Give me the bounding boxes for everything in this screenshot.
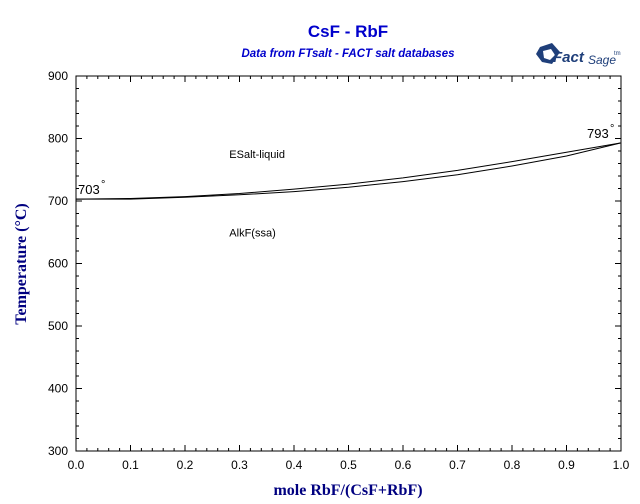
logo-sage-text: Sage (588, 53, 616, 67)
liquidus-line (75, 142, 622, 200)
x-tick-label: 0.8 (504, 458, 521, 472)
x-tick-label: 0.2 (177, 458, 194, 472)
y-tick-label: 400 (48, 382, 68, 396)
degree-symbol: ° (101, 179, 105, 191)
y-tick-label: 800 (48, 132, 68, 146)
series-layer (75, 142, 622, 200)
logo-fact-text: Fact (553, 49, 585, 66)
x-tick-label: 0.6 (395, 458, 412, 472)
y-tick-label: 300 (48, 444, 68, 458)
factsage-logo: Fact Sage tm (536, 43, 621, 67)
x-tick-label: 0.4 (286, 458, 303, 472)
y-tick-label: 900 (48, 69, 68, 83)
degree-symbol: ° (610, 123, 614, 135)
x-tick-label: 1.0 (613, 458, 630, 472)
chart-subtitle: Data from FTsalt - FACT salt databases (241, 48, 454, 60)
y-tick-label: 700 (48, 194, 68, 208)
plot-frame (75, 75, 622, 452)
x-axis-ticks: 0.0 0.1 0.2 0.3 0.4 0.5 0.6 0.7 0.8 0.9 1.0 (68, 76, 630, 472)
x-tick-label: 0.7 (449, 458, 466, 472)
x-axis-label: mole RbF/(CsF+RbF) (273, 482, 422, 499)
phase-region-label: AlkF(ssa) (229, 227, 275, 239)
y-tick-label: 500 (48, 319, 68, 333)
x-tick-label: 0.3 (231, 458, 248, 472)
phase-region-label: ESalt-liquid (229, 149, 285, 161)
logo-tm-text: tm (614, 51, 621, 57)
temperature-marker-label: 793 (587, 126, 609, 141)
y-axis-label: Temperature (°C) (13, 203, 30, 324)
temperature-marker-label: 703 (78, 182, 100, 197)
solidus-line (76, 142, 622, 200)
x-tick-label: 0.0 (68, 458, 85, 472)
y-axis-ticks: 300 400 500 600 700 800 900 (48, 69, 621, 458)
y-tick-label: 600 (48, 257, 68, 271)
chart-title: CsF - RbF (308, 22, 388, 41)
x-tick-label: 0.5 (340, 458, 357, 472)
factsage-logo-mark (536, 43, 560, 64)
x-tick-label: 0.9 (558, 458, 575, 472)
x-tick-label: 0.1 (122, 458, 139, 472)
